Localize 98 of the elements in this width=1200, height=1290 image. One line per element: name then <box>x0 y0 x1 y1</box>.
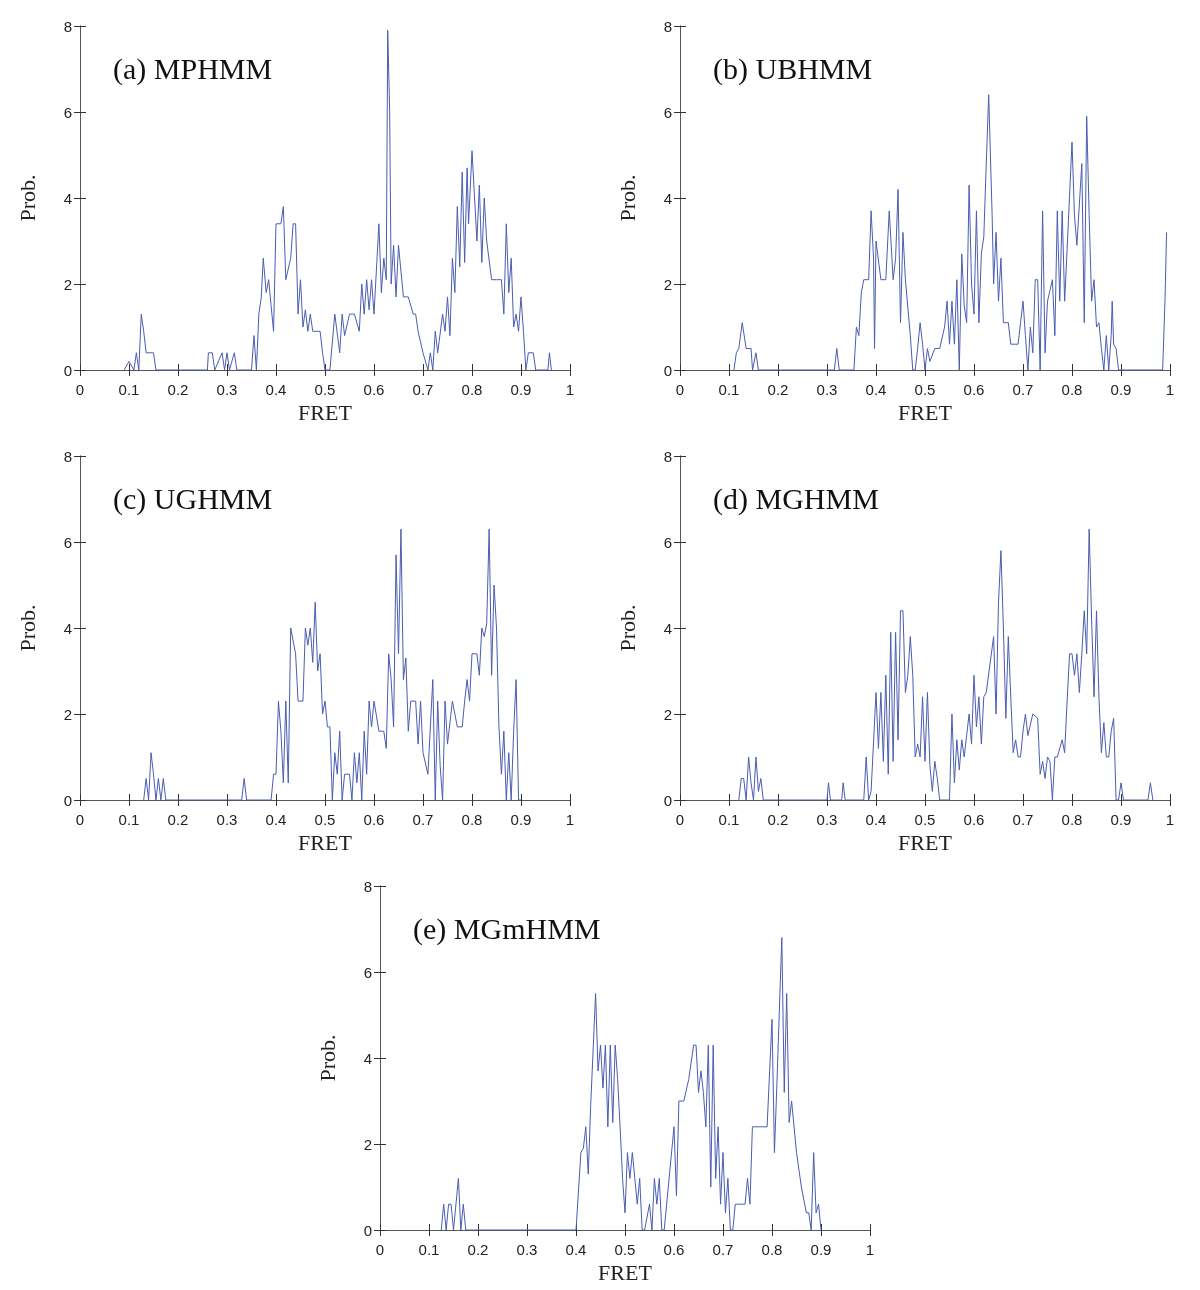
x-tick-label: 0.1 <box>118 381 140 398</box>
x-tick-label: 0.1 <box>718 381 740 398</box>
y-tick-label: 6 <box>363 963 372 981</box>
y-tick-label: 0 <box>63 361 72 379</box>
y-axis-title: Prob. <box>14 604 40 652</box>
y-tick-label: 4 <box>363 1049 372 1067</box>
x-tick-label: 0.2 <box>767 381 789 398</box>
x-tick-label: 0.4 <box>265 811 287 828</box>
x-tick-label: 0.2 <box>167 811 189 828</box>
x-tick-label: 0 <box>75 811 85 828</box>
x-tick-label: 0.3 <box>216 381 238 398</box>
x-tick-label: 0.5 <box>614 1241 636 1258</box>
y-tick-label: 4 <box>663 619 672 637</box>
y-axis-title: Prob. <box>314 1034 340 1082</box>
y-tick-label: 6 <box>663 533 672 551</box>
x-tick-label: 0 <box>675 381 685 398</box>
x-axis-title: FRET <box>298 400 353 426</box>
y-tick-label: 8 <box>63 17 72 35</box>
y-tick-label: 2 <box>363 1135 372 1153</box>
x-axis-title: FRET <box>298 830 353 856</box>
x-axis-title: FRET <box>898 400 953 426</box>
x-tick-label: 0.2 <box>167 381 189 398</box>
y-tick-label: 0 <box>663 361 672 379</box>
x-tick-label: 0.2 <box>767 811 789 828</box>
x-tick-label: 1 <box>565 381 575 398</box>
x-tick-label: 0.9 <box>1110 381 1132 398</box>
y-tick-label: 2 <box>63 705 72 723</box>
x-tick-label: 0.3 <box>816 381 838 398</box>
x-tick-label: 0.7 <box>1012 381 1034 398</box>
x-tick-label: 0.6 <box>963 811 985 828</box>
line-series <box>733 94 1168 371</box>
x-tick-label: 0.9 <box>1110 811 1132 828</box>
x-tick-label: 0.8 <box>1061 381 1083 398</box>
x-axis-title: FRET <box>598 1260 653 1286</box>
x-tick-label: 0.4 <box>865 381 887 398</box>
x-tick-label: 0.1 <box>418 1241 440 1258</box>
x-tick-label: 0.4 <box>565 1241 587 1258</box>
x-tick-label: 0.7 <box>712 1241 734 1258</box>
x-tick-label: 0.4 <box>265 381 287 398</box>
text: (e) MGmHMM <box>413 911 601 946</box>
y-tick-label: 2 <box>63 275 72 293</box>
x-tick-label: 0.5 <box>914 811 936 828</box>
y-tick-label: 6 <box>63 533 72 551</box>
x-tick-label: 0 <box>75 381 85 398</box>
x-tick-label: 0.6 <box>963 381 985 398</box>
x-tick-label: 0.7 <box>412 381 434 398</box>
y-tick-label: 6 <box>663 103 672 121</box>
y-tick-label: 8 <box>663 447 672 465</box>
x-tick-label: 0.1 <box>718 811 740 828</box>
x-tick-label: 0.3 <box>816 811 838 828</box>
x-tick-label: 0.6 <box>363 811 385 828</box>
y-axis-title: Prob. <box>14 174 40 222</box>
x-tick-label: 1 <box>1165 811 1175 828</box>
x-tick-label: 0.8 <box>461 381 483 398</box>
x-tick-label: 0.6 <box>363 381 385 398</box>
y-axis-title: Prob. <box>614 604 640 652</box>
x-tick-label: 0.5 <box>314 381 336 398</box>
y-tick-label: 0 <box>663 791 672 809</box>
text: (c) UGHMM <box>113 481 273 516</box>
x-tick-label: 0.4 <box>865 811 887 828</box>
x-tick-label: 0.9 <box>810 1241 832 1258</box>
line-series <box>738 528 1154 801</box>
y-tick-label: 4 <box>63 189 72 207</box>
x-tick-label: 0.7 <box>1012 811 1034 828</box>
y-tick-label: 8 <box>663 17 672 35</box>
text: (d) MGHMM <box>713 481 879 516</box>
y-axis-title: Prob. <box>614 174 640 222</box>
text: (a) MPHMM <box>113 51 273 86</box>
x-tick-label: 0.8 <box>761 1241 783 1258</box>
y-tick-label: 4 <box>63 619 72 637</box>
x-tick-label: 0 <box>375 1241 385 1258</box>
x-tick-label: 1 <box>865 1241 875 1258</box>
line-series <box>143 528 522 801</box>
y-tick-label: 2 <box>663 275 672 293</box>
x-axis-title: FRET <box>898 830 953 856</box>
x-tick-label: 0.9 <box>510 811 532 828</box>
x-tick-label: 0.8 <box>461 811 483 828</box>
x-tick-label: 0.6 <box>663 1241 685 1258</box>
x-tick-label: 0.2 <box>467 1241 489 1258</box>
x-tick-label: 0.3 <box>216 811 238 828</box>
y-tick-label: 2 <box>663 705 672 723</box>
y-tick-label: 8 <box>363 877 372 895</box>
x-tick-label: 0.5 <box>314 811 336 828</box>
x-tick-label: 0.9 <box>510 381 532 398</box>
y-tick-label: 8 <box>63 447 72 465</box>
x-tick-label: 1 <box>1165 381 1175 398</box>
x-tick-label: 0.1 <box>118 811 140 828</box>
x-tick-label: 1 <box>565 811 575 828</box>
x-tick-label: 0 <box>675 811 685 828</box>
x-tick-label: 0.5 <box>914 381 936 398</box>
x-tick-label: 0.3 <box>516 1241 538 1258</box>
x-tick-label: 0.8 <box>1061 811 1083 828</box>
y-tick-label: 0 <box>63 791 72 809</box>
y-tick-label: 6 <box>63 103 72 121</box>
y-tick-label: 4 <box>663 189 672 207</box>
text: (b) UBHMM <box>713 51 873 86</box>
y-tick-label: 0 <box>363 1221 372 1239</box>
x-tick-label: 0.7 <box>412 811 434 828</box>
